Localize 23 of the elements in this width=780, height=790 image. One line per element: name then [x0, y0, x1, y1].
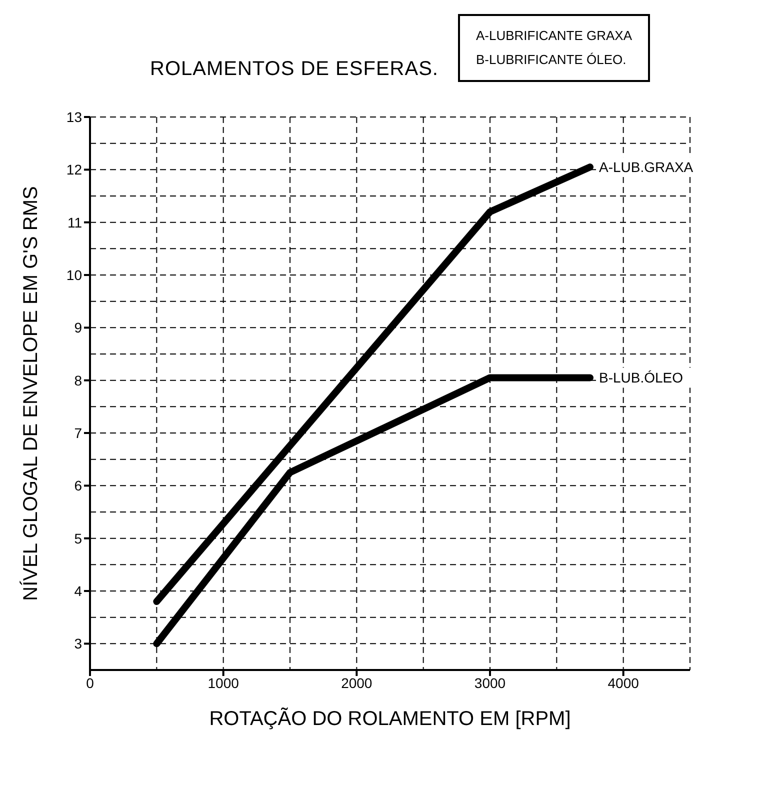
- y-axis-title: NÍVEL GLOGAL DE ENVELOPE EM G'S RMS: [19, 186, 42, 601]
- y-tick-label: 11: [67, 214, 82, 230]
- y-tick-label: 10: [66, 266, 82, 283]
- y-tick-label: 4: [74, 582, 82, 599]
- y-tick-label: 6: [74, 478, 82, 494]
- x-axis-title: ROTAÇÃO DO ROLAMENTO EM [RPM]: [209, 707, 571, 730]
- y-tick-label: 9: [74, 320, 82, 336]
- series-label: B-LUB.ÓLEO: [599, 370, 684, 386]
- chart-title: ROLAMENTOS DE ESFERAS.: [150, 58, 438, 81]
- y-tick-label: 7: [74, 424, 82, 441]
- series-label: A-LUB.GRAXA: [599, 159, 694, 176]
- x-tick-label: 1000: [208, 674, 240, 691]
- y-tick-label: 12: [66, 162, 82, 178]
- x-tick-label: 3000: [474, 674, 506, 691]
- y-tick-label: 5: [74, 530, 82, 546]
- text: A-LUBRIFICANTE GRAXA: [476, 27, 632, 45]
- y-tick-label: 13: [66, 108, 82, 125]
- x-tick-label: 2000: [341, 674, 372, 691]
- x-tick-label: 4000: [608, 674, 640, 691]
- y-tick-label: 3: [74, 636, 82, 652]
- x-tick-label: 0: [86, 674, 94, 691]
- text: B-LUBRIFICANTE ÓLEO.: [476, 51, 628, 69]
- y-tick-label: 8: [74, 372, 82, 388]
